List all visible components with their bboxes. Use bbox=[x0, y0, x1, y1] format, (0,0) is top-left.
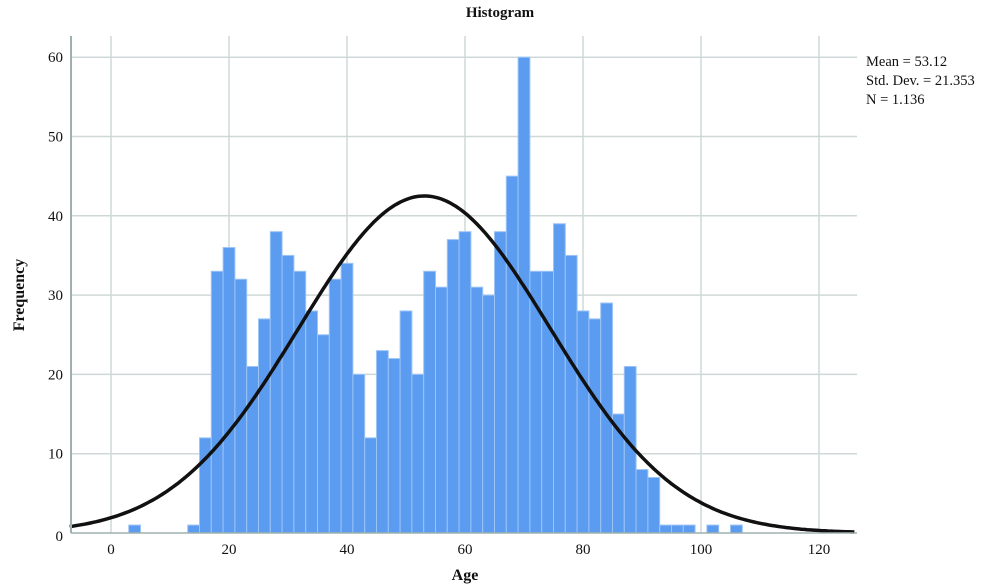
stats-legend: Mean = 53.12 Std. Dev. = 21.353 N = 1.13… bbox=[866, 53, 975, 110]
x-tick-label: 20 bbox=[222, 542, 237, 558]
x-tick-label: 120 bbox=[808, 542, 831, 558]
histogram-bar bbox=[210, 270, 224, 534]
histogram-bar bbox=[258, 318, 271, 534]
histogram-bar bbox=[187, 524, 200, 534]
y-tick-label: 50 bbox=[48, 130, 63, 146]
histogram-bar bbox=[564, 254, 578, 534]
histogram-bar bbox=[730, 524, 743, 534]
x-tick-label: 100 bbox=[690, 542, 713, 558]
histogram-bar bbox=[352, 373, 366, 534]
histogram-bar bbox=[340, 262, 354, 534]
x-tick-label: 80 bbox=[576, 542, 591, 558]
histogram-bar bbox=[269, 231, 283, 534]
stats-mean: Mean = 53.12 bbox=[866, 54, 948, 70]
histogram-bar bbox=[305, 310, 319, 534]
y-tick-label: 40 bbox=[48, 209, 63, 225]
histogram-bar bbox=[317, 334, 330, 534]
y-axis-title: Frequency bbox=[11, 259, 28, 332]
histogram-bar bbox=[553, 223, 566, 534]
x-tick-label: 40 bbox=[340, 542, 355, 558]
stats-n: N = 1.136 bbox=[866, 92, 925, 108]
histogram-bar bbox=[234, 278, 248, 534]
histogram-bar bbox=[682, 524, 696, 534]
stats-std-dev: Std. Dev. = 21.353 bbox=[866, 73, 975, 89]
histogram-bar bbox=[470, 286, 484, 534]
histogram-bar bbox=[435, 286, 448, 534]
histogram-bar bbox=[659, 524, 673, 534]
histogram-bar bbox=[671, 524, 684, 534]
y-tick-label: 0 bbox=[56, 529, 64, 545]
histogram-bar bbox=[376, 350, 389, 534]
histogram-bar bbox=[364, 437, 378, 534]
histogram-bar bbox=[458, 231, 472, 534]
y-axis-ticks: 0 10 20 30 40 50 60 bbox=[48, 50, 63, 545]
histogram-bar bbox=[541, 270, 555, 534]
chart-title: Histogram bbox=[465, 5, 535, 21]
histogram-bar bbox=[647, 476, 661, 534]
histogram-bar bbox=[387, 358, 401, 534]
histogram-bar bbox=[482, 294, 496, 534]
y-tick-label: 20 bbox=[48, 367, 63, 383]
x-tick-label: 60 bbox=[458, 542, 473, 558]
histogram-bar bbox=[411, 373, 425, 534]
histogram-bar bbox=[128, 524, 141, 534]
histogram-bar bbox=[494, 231, 507, 534]
x-axis-ticks: 0 20 40 60 80 100 120 bbox=[107, 542, 830, 558]
histogram-bar bbox=[446, 239, 460, 534]
histogram-bar bbox=[399, 310, 413, 534]
y-tick-label: 10 bbox=[48, 447, 63, 463]
histogram-bar bbox=[576, 310, 590, 534]
histogram-bar bbox=[423, 270, 437, 534]
histogram-bar bbox=[706, 524, 720, 534]
y-tick-label: 30 bbox=[48, 288, 63, 304]
axes bbox=[70, 36, 857, 534]
histogram-bar bbox=[588, 318, 602, 534]
histogram-bar bbox=[281, 254, 295, 534]
y-tick-label: 60 bbox=[48, 50, 63, 66]
histogram-bar bbox=[293, 270, 307, 534]
normal-curve bbox=[69, 194, 855, 534]
x-axis-title: Age bbox=[452, 567, 479, 584]
histogram-bar bbox=[222, 247, 236, 534]
histogram-bar bbox=[635, 469, 649, 534]
histogram-bar bbox=[505, 175, 519, 534]
x-tick-label: 0 bbox=[107, 542, 115, 558]
histogram-bar bbox=[328, 278, 342, 534]
